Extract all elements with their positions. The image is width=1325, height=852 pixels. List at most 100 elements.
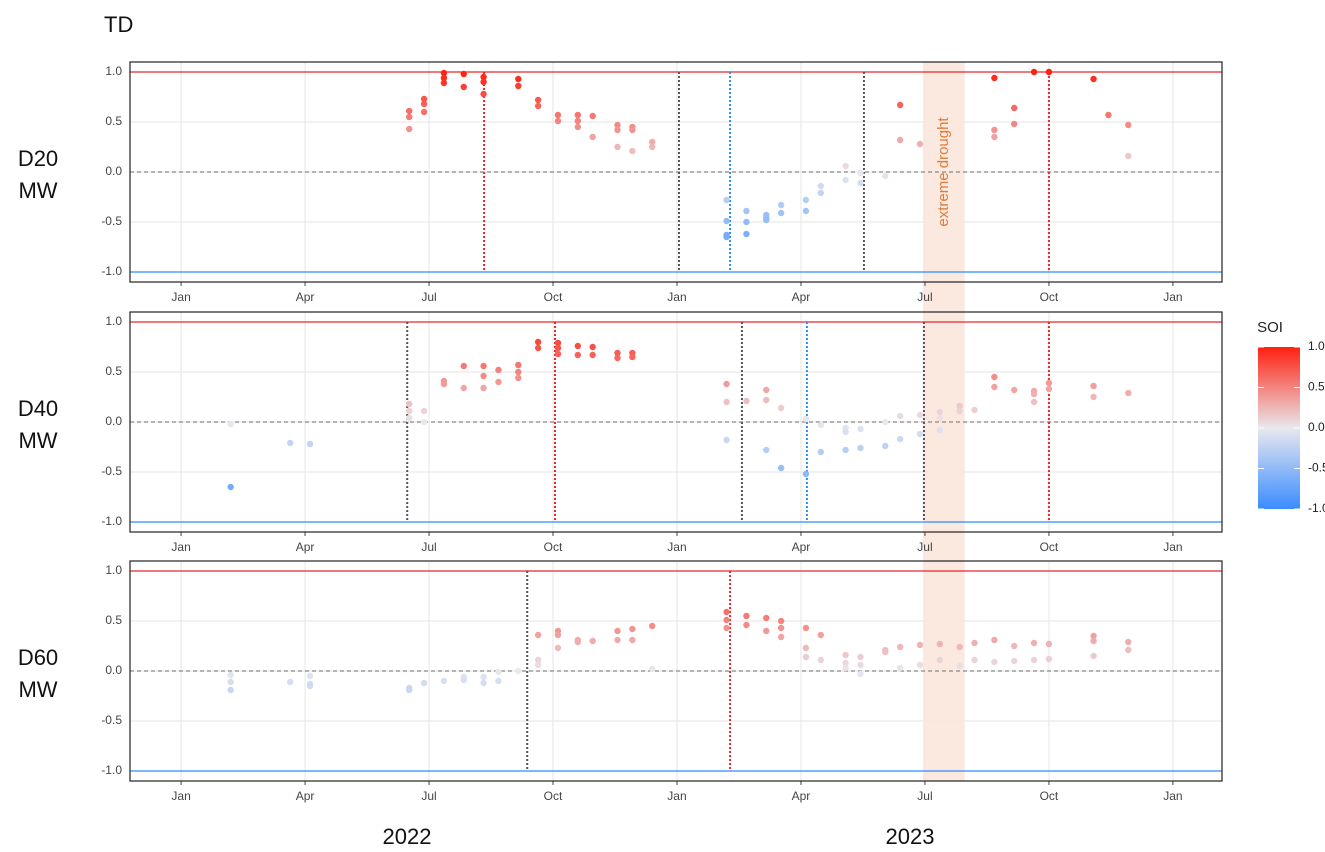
data-point — [817, 656, 825, 664]
data-point — [589, 112, 596, 120]
data-point — [1125, 646, 1132, 654]
data-point — [534, 631, 542, 639]
data-point — [1045, 379, 1053, 387]
data-point — [629, 636, 636, 644]
data-point — [991, 383, 998, 391]
y-tick-label: -1.0 — [101, 514, 122, 528]
data-point — [857, 670, 864, 678]
data-point — [1030, 639, 1038, 647]
data-point — [286, 678, 294, 686]
data-point — [227, 678, 234, 686]
data-point — [480, 73, 487, 81]
panel-label: MW — [18, 428, 57, 453]
data-point — [763, 446, 770, 454]
data-point — [574, 342, 582, 350]
data-point — [1011, 657, 1018, 665]
data-point — [554, 111, 562, 119]
data-point — [440, 380, 448, 388]
data-point — [817, 631, 825, 639]
data-point — [440, 74, 448, 82]
data-point — [817, 448, 825, 456]
data-point — [743, 218, 750, 226]
year-label: 2022 — [383, 824, 432, 849]
data-point — [723, 608, 730, 616]
x-tick-label: Oct — [1040, 789, 1059, 803]
data-point — [306, 672, 314, 680]
data-point — [614, 349, 621, 357]
data-point — [857, 653, 864, 661]
data-point — [515, 82, 522, 90]
x-tick-label: Jan — [1163, 540, 1182, 554]
data-point — [480, 673, 487, 681]
x-tick-label: Apr — [296, 540, 315, 554]
data-point — [857, 444, 864, 452]
data-point — [534, 656, 542, 664]
y-tick-label: 0.5 — [105, 364, 122, 378]
data-point — [648, 138, 656, 146]
data-point — [1090, 382, 1097, 390]
data-point — [405, 125, 413, 133]
data-point — [723, 233, 730, 241]
data-point — [460, 384, 467, 392]
x-tick-label: Apr — [792, 540, 811, 554]
data-point — [554, 350, 562, 358]
data-point — [1045, 68, 1053, 76]
data-point — [495, 366, 502, 374]
data-point — [440, 79, 448, 87]
data-point — [1011, 120, 1018, 128]
panel-border — [129, 311, 1223, 533]
data-point — [286, 439, 294, 447]
y-tick-label: 1.0 — [105, 563, 122, 577]
data-point — [614, 121, 621, 129]
data-point — [306, 440, 314, 448]
data-point — [420, 95, 428, 103]
data-point — [1030, 656, 1038, 664]
y-tick-label: 1.0 — [105, 64, 122, 78]
data-point — [460, 676, 467, 684]
data-point — [480, 372, 487, 380]
data-point — [1125, 638, 1132, 646]
y-tick-label: -0.5 — [101, 713, 122, 727]
data-point — [495, 677, 502, 685]
data-point — [480, 90, 487, 98]
data-point — [857, 425, 864, 433]
data-point — [1090, 75, 1097, 83]
data-point — [460, 70, 467, 78]
page-title: TD — [104, 12, 133, 37]
data-point — [777, 209, 785, 217]
data-point — [614, 627, 621, 635]
data-point — [882, 172, 889, 180]
data-point — [896, 643, 904, 651]
data-point — [1011, 642, 1018, 650]
data-point — [916, 641, 924, 649]
x-tick-label: Oct — [544, 540, 563, 554]
data-point — [802, 415, 810, 423]
x-tick-label: Jan — [667, 540, 686, 554]
y-tick-label: 0.0 — [105, 663, 122, 677]
data-point — [802, 644, 810, 652]
data-point — [916, 661, 924, 669]
x-tick-label: Apr — [296, 290, 315, 304]
data-point — [777, 464, 785, 472]
data-point — [743, 207, 750, 215]
data-point — [842, 176, 849, 184]
data-point — [614, 143, 621, 151]
data-point — [991, 658, 998, 666]
legend-title: SOI — [1257, 319, 1283, 336]
legend-tick-label: 0.5 — [1308, 380, 1325, 394]
data-point — [574, 123, 582, 131]
data-point — [589, 133, 596, 141]
data-point — [534, 338, 542, 346]
data-point — [574, 351, 582, 359]
y-tick-label: 0.5 — [105, 114, 122, 128]
data-point — [554, 117, 562, 125]
data-point — [405, 407, 413, 415]
data-point — [554, 631, 562, 639]
data-point — [648, 665, 656, 673]
data-point — [1045, 640, 1053, 648]
data-point — [405, 113, 413, 121]
data-point — [777, 633, 785, 641]
panel-label: D60 — [18, 645, 58, 670]
data-point — [554, 339, 562, 347]
data-point — [460, 83, 467, 91]
